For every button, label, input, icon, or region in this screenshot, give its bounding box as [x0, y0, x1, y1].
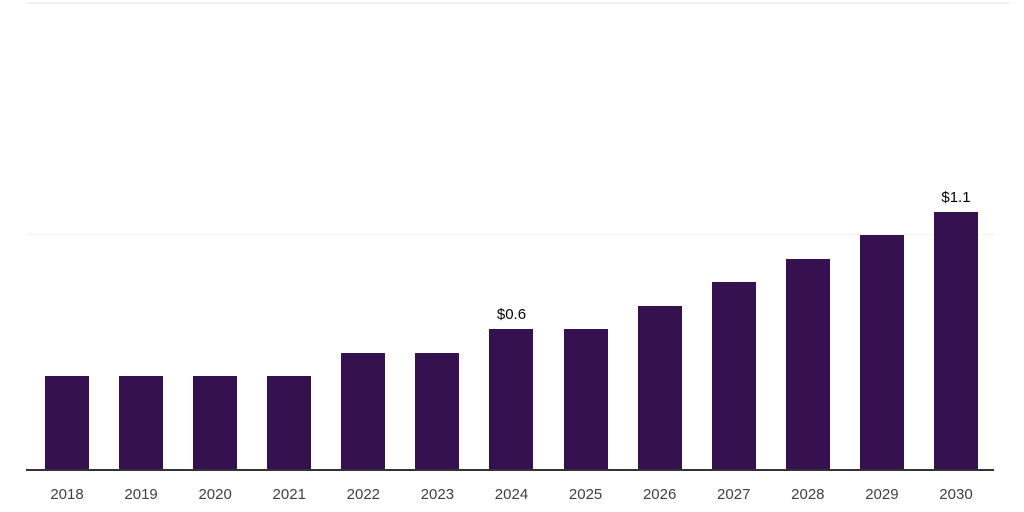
bar-2029 — [859, 235, 904, 470]
bar-2025 — [563, 329, 608, 470]
x-tick-label-2026: 2026 — [642, 486, 677, 503]
chart-top-border — [27, 2, 1010, 4]
x-tick-label-2030: 2030 — [939, 486, 973, 503]
bar-2021 — [267, 376, 312, 470]
gridline-1-0-level — [27, 234, 995, 235]
x-tick-label-2023: 2023 — [420, 486, 455, 503]
data-label-2024: $0.6 — [496, 306, 527, 323]
x-tick-label-2024: 2024 — [494, 486, 529, 503]
bar-2022 — [341, 353, 386, 470]
x-tick-label-2021: 2021 — [272, 486, 306, 503]
x-tick-label-2019: 2019 — [124, 486, 158, 503]
x-tick-label-2027: 2027 — [717, 486, 751, 503]
data-label-2030: $1.1 — [941, 189, 971, 206]
bar-2028 — [785, 259, 830, 470]
x-tick-label-2029: 2029 — [865, 486, 899, 503]
bar-2030 — [933, 212, 978, 470]
bar-2019 — [119, 376, 164, 470]
bar-2023 — [415, 353, 460, 470]
x-tick-label-2028: 2028 — [791, 486, 825, 503]
x-tick-label-2018: 2018 — [50, 486, 84, 503]
bar-2020 — [193, 376, 238, 470]
x-tick-label-2025: 2025 — [568, 486, 603, 503]
x-tick-label-2022: 2022 — [346, 486, 381, 503]
bar-2026 — [637, 306, 682, 470]
x-tick-label-2020: 2020 — [198, 486, 232, 503]
bar-2018 — [45, 376, 89, 470]
x-axis-line — [26, 469, 994, 471]
bar-2027 — [711, 282, 756, 470]
bar-2024 — [489, 329, 534, 470]
